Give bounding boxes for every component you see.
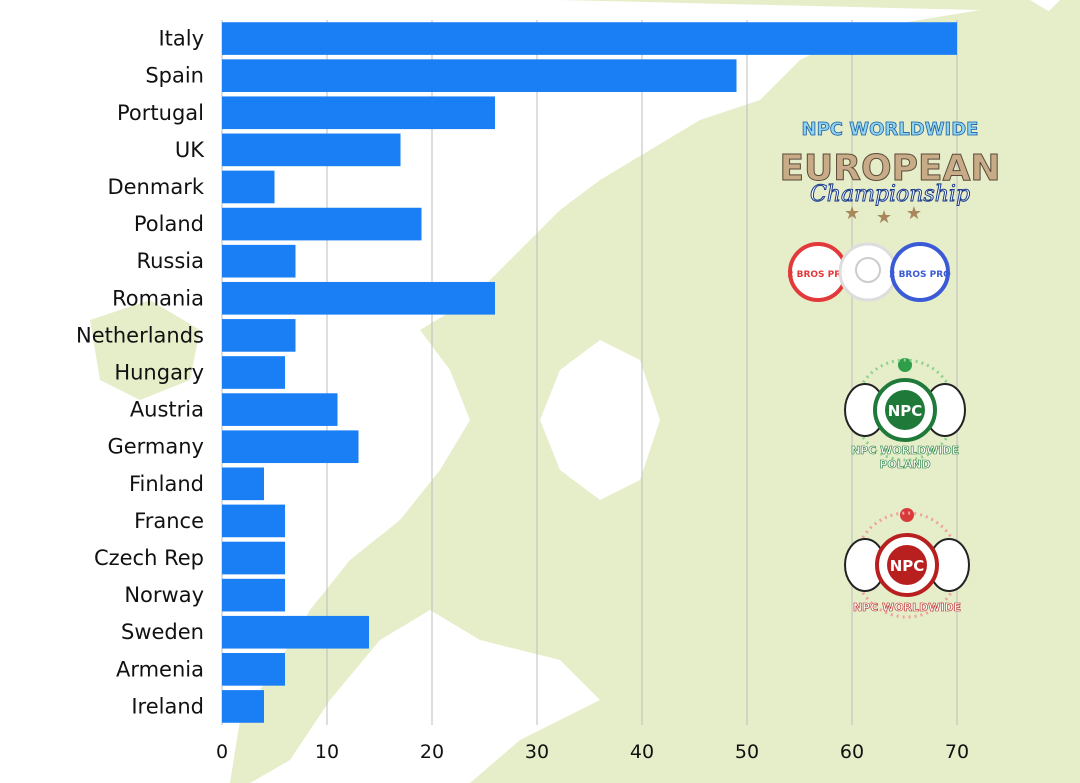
x-gridlines: [221, 20, 958, 725]
x-tick-label: 20: [420, 741, 444, 763]
bar: [222, 430, 359, 464]
x-tick-label: 50: [735, 741, 759, 763]
badge-left-label: 2 BROS PRO: [787, 270, 849, 280]
bar: [222, 356, 285, 389]
category-label: Denmark: [107, 175, 204, 199]
bar: [222, 504, 285, 538]
european-logo-main: EUROPEAN: [779, 148, 1000, 189]
category-label: Spain: [145, 64, 204, 88]
category-label: Hungary: [114, 361, 204, 385]
european-logo-script: Championship: [810, 182, 970, 207]
category-label: Czech Rep: [94, 546, 204, 570]
npc-worldwide-poland-logo: NPC NPC WORLDWIDE POLAND: [844, 358, 966, 471]
two-bros-pro-logo: 2 BROS PRO 2 BROS PRO: [787, 242, 951, 302]
category-label: Germany: [107, 435, 204, 459]
category-label: Sweden: [121, 620, 204, 644]
bar: [222, 133, 401, 167]
x-tick-label: 40: [630, 741, 654, 763]
x-tick-labels: 0 10 20 30 40 50 60 70: [216, 741, 969, 763]
bar: [222, 690, 264, 723]
category-label: Portugal: [117, 101, 204, 125]
bar: [222, 578, 285, 612]
npc-worldwide-logo: NPC NPC WORLDWIDE: [844, 508, 970, 619]
x-tick-label: 70: [945, 741, 969, 763]
bar: [222, 96, 495, 130]
bar: [222, 170, 275, 204]
category-label: Romania: [112, 286, 204, 310]
badge-right-label: 2 BROS PRO: [889, 270, 951, 280]
category-label: Norway: [124, 583, 204, 607]
bar: [222, 244, 296, 278]
npc-poland-line1: NPC WORLDWIDE: [851, 444, 959, 457]
category-label: France: [134, 509, 204, 533]
european-logo-top: NPC WORLDWIDE: [802, 119, 979, 140]
category-label: Netherlands: [76, 323, 204, 347]
star-icon: ★: [876, 207, 892, 228]
bars: [222, 22, 957, 723]
bar: [222, 467, 264, 501]
bar: [222, 393, 338, 426]
category-label: Italy: [158, 27, 204, 51]
bar: [222, 541, 285, 575]
category-label: Armenia: [116, 657, 204, 681]
star-icon: ★: [844, 203, 860, 224]
category-label: Ireland: [131, 694, 204, 718]
category-label: UK: [175, 138, 205, 162]
npc-worldwide-line1: NPC WORLDWIDE: [853, 601, 961, 614]
x-tick-label: 60: [840, 741, 864, 763]
category-labels: Italy Spain Portugal UK Denmark Poland Russia R…: [76, 27, 205, 719]
npc-poland-center: NPC: [888, 402, 923, 420]
x-tick-label: 0: [216, 741, 228, 763]
european-championship-logo: NPC WORLDWIDE EUROPEAN Championship ★ ★ …: [779, 119, 1001, 228]
category-label: Poland: [134, 212, 204, 236]
bar: [222, 22, 957, 55]
bar: [222, 319, 296, 352]
bar: [222, 281, 495, 315]
x-tick-label: 10: [315, 741, 339, 763]
bar: [222, 59, 737, 92]
x-tick-label: 30: [525, 741, 549, 763]
star-icon: ★: [906, 203, 922, 224]
npc-worldwide-center: NPC: [890, 557, 925, 575]
bar: [222, 615, 369, 649]
category-label: Austria: [130, 398, 204, 422]
category-label: Russia: [136, 249, 204, 273]
category-label: Finland: [129, 472, 204, 496]
npc-poland-line2: POLAND: [879, 458, 930, 471]
bar: [222, 653, 285, 686]
bar: [222, 207, 422, 241]
